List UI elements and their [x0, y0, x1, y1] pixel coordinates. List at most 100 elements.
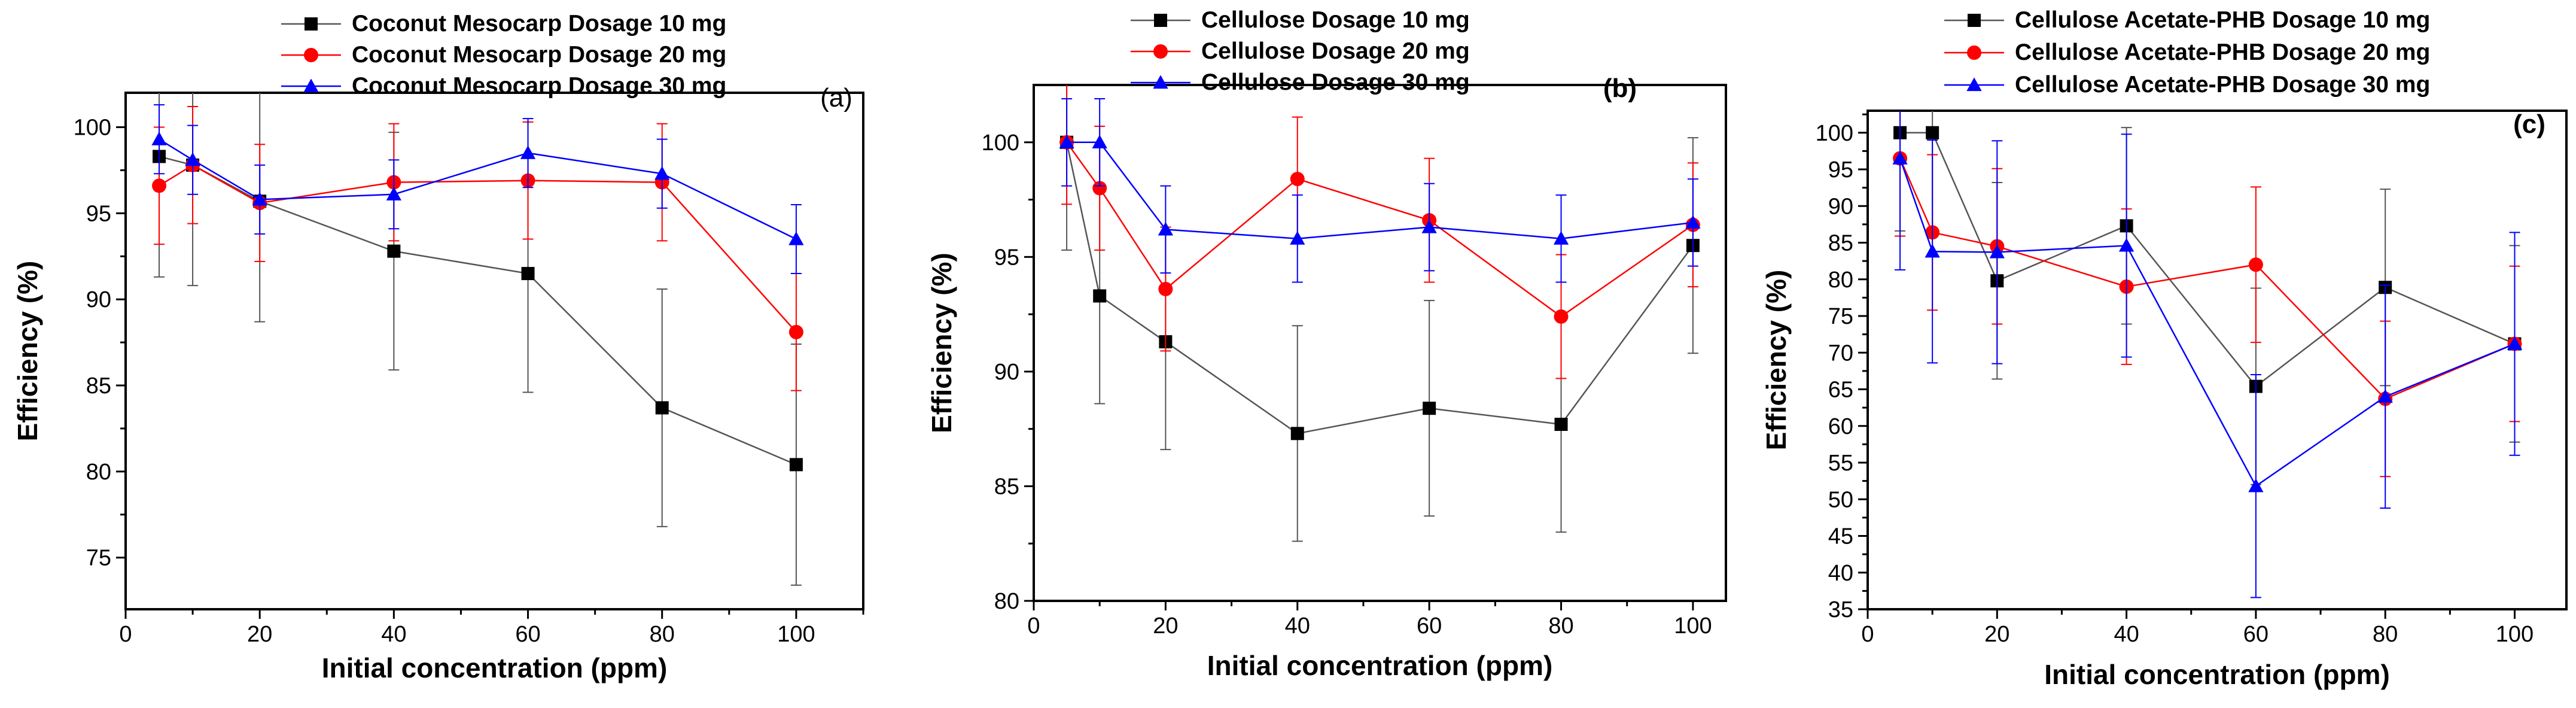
- legend-marker: [304, 48, 318, 62]
- data-point: [387, 244, 401, 258]
- y-tick-label: 40: [1828, 561, 1853, 586]
- y-tick-label: 75: [86, 546, 111, 571]
- x-axis-title: Initial concentration (ppm): [2044, 659, 2390, 690]
- legend: Coconut Mesocarp Dosage 10 mg Coconut Mes…: [281, 11, 726, 99]
- chart-panel-a: 0 20 40 60 80 100 75 80 85 90 95 100 Initial concent…: [12, 11, 864, 683]
- x-tick-label: 100: [2496, 622, 2534, 647]
- data-point: [386, 187, 402, 200]
- legend-marker: [1968, 14, 1981, 27]
- x-tick-label: 40: [1285, 613, 1310, 639]
- legend-label: Coconut Mesocarp Dosage 10 mg: [352, 11, 726, 37]
- y-tick-label: 75: [1828, 304, 1853, 329]
- series-0: [1060, 85, 1700, 542]
- x-tick-label: 100: [1674, 613, 1712, 639]
- data-point: [788, 231, 804, 245]
- y-tick-label: 80: [1828, 268, 1853, 293]
- legend-marker: [1153, 75, 1168, 89]
- y-tick-label: 90: [86, 287, 111, 312]
- data-point: [1554, 309, 1569, 324]
- data-point: [1092, 181, 1107, 196]
- x-axis-title: Initial concentration (ppm): [322, 652, 668, 683]
- y-tick-label: 80: [86, 460, 111, 485]
- x-tick-label: 40: [2114, 622, 2139, 647]
- chart-panel-b: 0 20 40 60 80 100 80 85 90 95 100 Initial concentra…: [926, 7, 1727, 681]
- panel-label: (c): [2513, 110, 2545, 139]
- data-point: [1093, 289, 1107, 303]
- series-1: [1059, 85, 1700, 379]
- y-axis-title: Efficiency (%): [12, 261, 43, 442]
- x-tick-label: 20: [247, 622, 272, 647]
- y-tick-label: 90: [994, 360, 1019, 385]
- x-tick-label: 0: [1861, 622, 1874, 647]
- data-point: [1421, 219, 1437, 233]
- y-axis-title: Efficiency (%): [1761, 270, 1792, 451]
- legend-marker: [1153, 44, 1168, 59]
- y-tick-label: 80: [994, 589, 1019, 614]
- series-0: [153, 93, 803, 586]
- x-tick-label: 40: [381, 622, 406, 647]
- data-point: [1685, 215, 1701, 229]
- series-line: [1900, 132, 2515, 388]
- data-point: [151, 132, 167, 145]
- data-point: [1092, 135, 1107, 148]
- data-point: [1158, 281, 1173, 296]
- legend-label: Coconut Mesocarp Dosage 20 mg: [352, 42, 726, 68]
- x-tick-label: 20: [1153, 613, 1178, 639]
- legend-marker: [1154, 14, 1167, 27]
- panel-label: (b): [1603, 74, 1637, 103]
- plot-frame: [1033, 84, 1727, 602]
- y-tick-label: 100: [982, 130, 1019, 156]
- x-tick-label: 60: [515, 622, 540, 647]
- series-0: [1893, 111, 2522, 485]
- y-tick-label: 90: [1828, 194, 1853, 219]
- data-point: [185, 152, 200, 166]
- y-tick-label: 35: [1828, 597, 1853, 622]
- data-point: [1059, 135, 1074, 148]
- series-layer: [151, 93, 804, 586]
- chart-panel-c: 0 20 40 60 80 100 35 40 45 50 55 60 65 70 75 80 85 90 95 10…: [1761, 7, 2568, 690]
- data-point: [788, 324, 803, 339]
- legend-label: Cellulose Acetate-PHB Dosage 30 mg: [2015, 72, 2430, 98]
- data-point: [1290, 231, 1305, 245]
- y-tick-label: 85: [994, 474, 1019, 499]
- y-tick-label: 100: [1816, 121, 1853, 146]
- x-tick-label: 60: [1417, 613, 1442, 639]
- series-line: [1899, 158, 2515, 488]
- y-tick-label: 95: [86, 201, 111, 226]
- data-point: [1290, 172, 1305, 187]
- y-tick-label: 95: [994, 245, 1019, 270]
- series-line: [159, 164, 797, 333]
- data-point: [655, 401, 669, 415]
- series-1: [152, 106, 803, 391]
- series-2: [1892, 111, 2523, 598]
- legend-label: Cellulose Dosage 10 mg: [1201, 7, 1470, 33]
- x-tick-label: 100: [777, 622, 815, 647]
- data-point: [1553, 231, 1569, 245]
- x-axis-title: Initial concentration (ppm): [1207, 650, 1553, 681]
- y-tick-label: 85: [1828, 231, 1853, 256]
- legend-label: Cellulose Acetate-PHB Dosage 20 mg: [2015, 39, 2430, 65]
- data-point: [252, 192, 267, 206]
- data-point: [1290, 427, 1304, 440]
- y-tick-label: 70: [1828, 341, 1853, 366]
- data-point: [1158, 221, 1174, 236]
- series-2: [151, 104, 804, 275]
- legend-label: Cellulose Dosage 20 mg: [1201, 38, 1470, 64]
- x-tick-label: 0: [1027, 613, 1040, 639]
- x-tick-label: 60: [2243, 622, 2269, 647]
- data-point: [2248, 478, 2264, 493]
- panel-label: (a): [820, 83, 852, 113]
- data-point: [654, 166, 670, 180]
- data-point: [2118, 238, 2135, 252]
- data-point: [1423, 402, 1436, 415]
- data-point: [521, 267, 535, 281]
- x-tick-label: 0: [119, 622, 132, 647]
- data-point: [2248, 257, 2263, 272]
- legend: Cellulose Acetate-PHB Dosage 10 mg Cellul…: [1944, 7, 2430, 98]
- data-point: [1926, 126, 1939, 139]
- y-tick-label: 95: [1828, 157, 1853, 183]
- y-tick-label: 65: [1828, 378, 1853, 403]
- legend-marker: [305, 17, 318, 31]
- y-tick-label: 100: [74, 116, 111, 141]
